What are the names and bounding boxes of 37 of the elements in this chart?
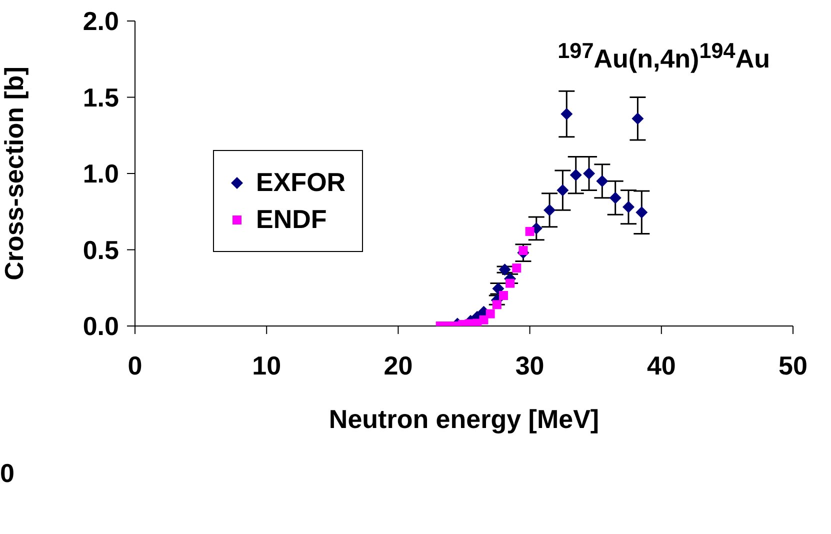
point: [479, 315, 488, 324]
point: [636, 206, 648, 218]
x-tick-label: 40: [646, 350, 676, 380]
text: $^{197}$Au(n,4n)$^{194}$Au: [556, 38, 770, 75]
x-tick-label: 30: [515, 350, 544, 380]
point: [512, 264, 522, 273]
point: [492, 282, 504, 295]
x-tick-label: 50: [778, 350, 808, 380]
point: [518, 246, 528, 256]
x-axis-title: Neutron energy [MeV]: [328, 404, 600, 434]
point: [544, 204, 556, 216]
point: [632, 112, 644, 125]
legend-label: EXFOR: [256, 167, 346, 198]
y-tick-label: 1.5: [82, 82, 119, 112]
y-tick-label: 0.5: [82, 234, 119, 265]
point: [570, 169, 582, 182]
point: [560, 108, 573, 120]
point: [486, 309, 495, 318]
point: [506, 278, 515, 288]
x-tick-label: 0: [128, 350, 142, 380]
y-axis-title: Cross-section [b]: [0, 66, 30, 280]
point: [498, 264, 511, 276]
point: [596, 175, 608, 188]
y-tick-label: 2.0: [82, 6, 119, 36]
point: [556, 184, 569, 196]
point: [492, 300, 502, 310]
point: [498, 291, 508, 300]
y-tick-label: 0.0: [82, 311, 119, 342]
point: [525, 226, 534, 236]
legend-label: ENDF: [256, 204, 327, 235]
x-tick-label: 20: [384, 350, 413, 380]
x-tick-label: 10: [252, 350, 282, 380]
point: [609, 192, 622, 204]
y-tick-label: 1.0: [82, 158, 119, 189]
point: [622, 201, 634, 214]
text: 0: [0, 458, 14, 489]
point: [583, 168, 596, 180]
